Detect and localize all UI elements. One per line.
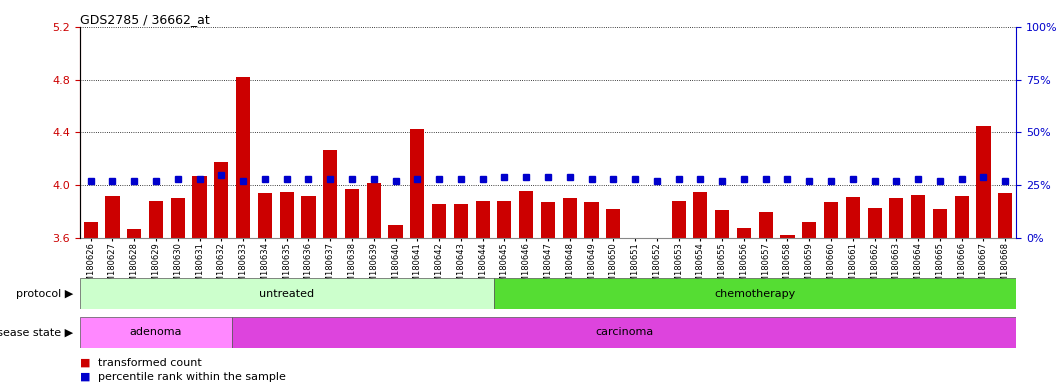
- Text: disease state ▶: disease state ▶: [0, 327, 72, 337]
- Bar: [606, 209, 620, 238]
- Bar: [650, 238, 664, 250]
- Bar: [232, 317, 1016, 348]
- Bar: [977, 126, 991, 238]
- Bar: [911, 195, 926, 238]
- Bar: [737, 227, 751, 238]
- Bar: [954, 196, 968, 238]
- Bar: [323, 150, 337, 238]
- Bar: [105, 196, 119, 238]
- Text: carcinoma: carcinoma: [595, 327, 653, 337]
- Bar: [84, 222, 98, 238]
- Bar: [345, 189, 359, 238]
- Bar: [497, 201, 512, 238]
- Text: adenoma: adenoma: [130, 327, 182, 337]
- Bar: [998, 193, 1012, 238]
- Bar: [214, 162, 229, 238]
- Bar: [193, 176, 206, 238]
- Text: protocol ▶: protocol ▶: [16, 289, 72, 299]
- Bar: [759, 212, 772, 238]
- Bar: [780, 235, 795, 238]
- Bar: [257, 193, 272, 238]
- Bar: [890, 199, 903, 238]
- Bar: [476, 201, 489, 238]
- Text: ■: ■: [80, 358, 90, 368]
- Bar: [519, 190, 533, 238]
- Bar: [933, 209, 947, 238]
- Bar: [563, 199, 577, 238]
- Bar: [671, 201, 685, 238]
- Text: percentile rank within the sample: percentile rank within the sample: [98, 372, 286, 382]
- Bar: [80, 317, 232, 348]
- Bar: [432, 204, 446, 238]
- Bar: [715, 210, 729, 238]
- Text: GDS2785 / 36662_at: GDS2785 / 36662_at: [80, 13, 210, 26]
- Bar: [453, 204, 468, 238]
- Bar: [494, 278, 1016, 309]
- Bar: [301, 196, 316, 238]
- Bar: [541, 202, 555, 238]
- Bar: [280, 192, 294, 238]
- Bar: [80, 278, 494, 309]
- Bar: [388, 225, 402, 238]
- Bar: [867, 208, 882, 238]
- Bar: [824, 202, 838, 238]
- Text: untreated: untreated: [260, 289, 314, 299]
- Bar: [584, 202, 599, 238]
- Bar: [694, 192, 708, 238]
- Bar: [802, 222, 816, 238]
- Text: transformed count: transformed count: [98, 358, 202, 368]
- Bar: [628, 238, 643, 243]
- Bar: [846, 197, 860, 238]
- Bar: [170, 199, 185, 238]
- Bar: [149, 201, 163, 238]
- Bar: [367, 183, 381, 238]
- Bar: [128, 229, 142, 238]
- Text: ■: ■: [80, 372, 90, 382]
- Bar: [411, 129, 425, 238]
- Text: chemotherapy: chemotherapy: [714, 289, 796, 299]
- Bar: [236, 77, 250, 238]
